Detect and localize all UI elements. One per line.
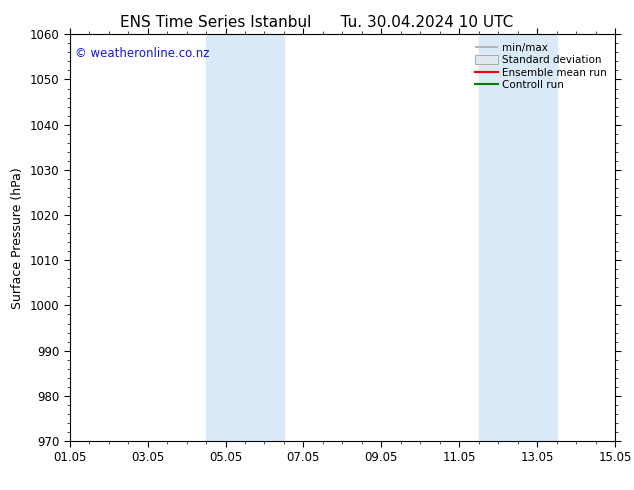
Y-axis label: Surface Pressure (hPa): Surface Pressure (hPa) bbox=[11, 167, 24, 309]
Bar bbox=[206, 34, 284, 441]
Text: ENS Time Series Istanbul      Tu. 30.04.2024 10 UTC: ENS Time Series Istanbul Tu. 30.04.2024 … bbox=[120, 15, 514, 30]
Bar bbox=[479, 34, 557, 441]
Legend: min/max, Standard deviation, Ensemble mean run, Controll run: min/max, Standard deviation, Ensemble me… bbox=[472, 40, 610, 94]
Text: © weatheronline.co.nz: © weatheronline.co.nz bbox=[75, 47, 210, 59]
